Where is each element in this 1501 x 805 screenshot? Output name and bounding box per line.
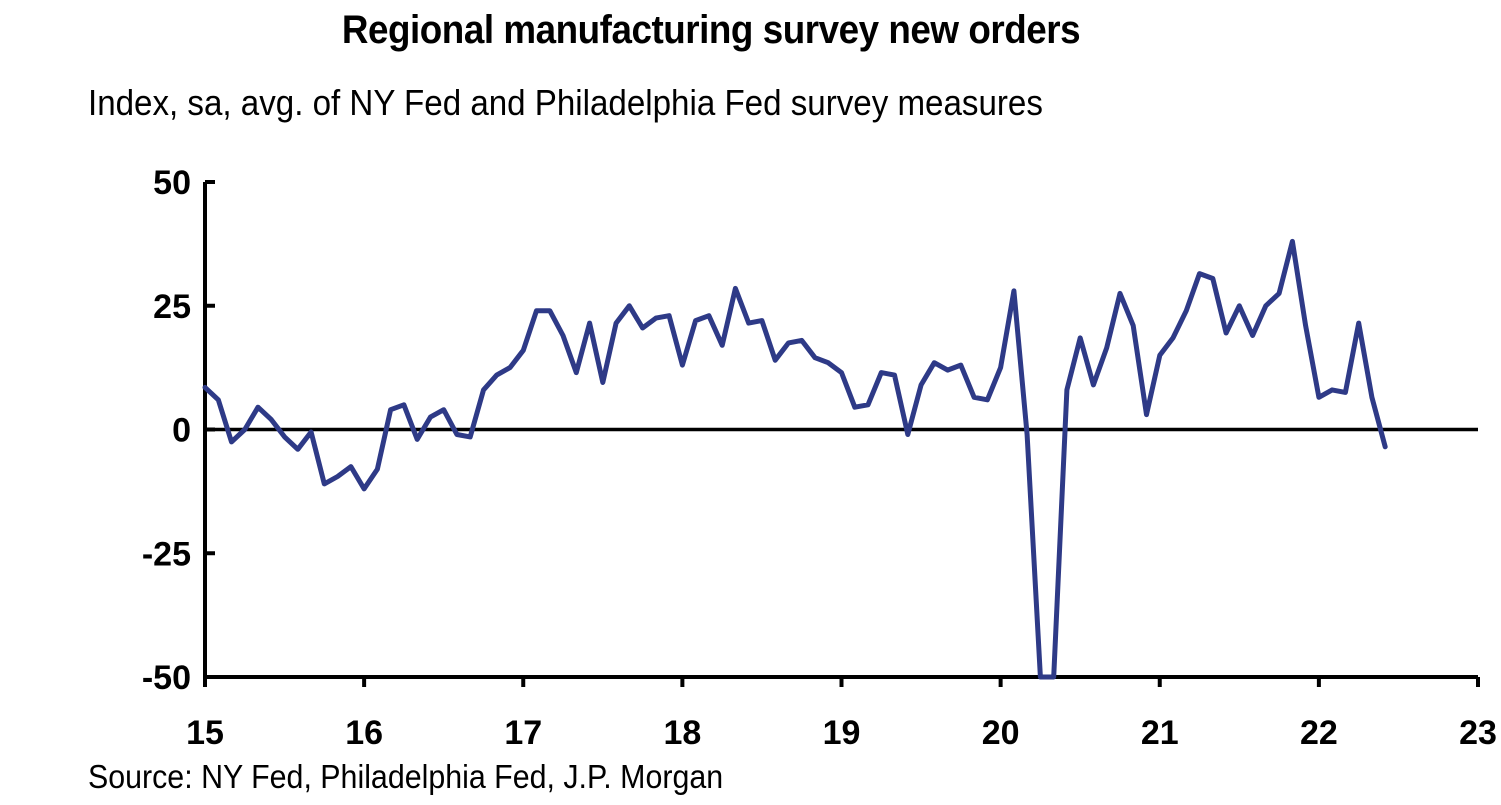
x-tick-label: 20 [982,714,1020,752]
y-tick-label: 0 [172,412,191,450]
chart-subtitle: Index, sa, avg. of NY Fed and Philadelph… [88,82,1043,123]
x-tick-label: 23 [1459,714,1497,752]
chart-title: Regional manufacturing survey new orders [341,8,1081,52]
y-tick-label: -50 [142,659,191,697]
x-tick-label: 22 [1300,714,1338,752]
x-tick-label: 17 [504,714,542,752]
source-note: Source: NY Fed, Philadelphia Fed, J.P. M… [88,758,724,795]
y-tick-label: 50 [153,164,191,202]
x-tick-label: 18 [663,714,701,752]
y-tick-label: 25 [153,288,191,326]
y-tick-label: -25 [142,535,191,573]
x-tick-label: 21 [1141,714,1179,752]
x-tick-label: 16 [345,714,383,752]
x-tick-label: 19 [823,714,861,752]
x-tick-label: 15 [186,714,224,752]
series-line-new-orders [202,238,1388,680]
